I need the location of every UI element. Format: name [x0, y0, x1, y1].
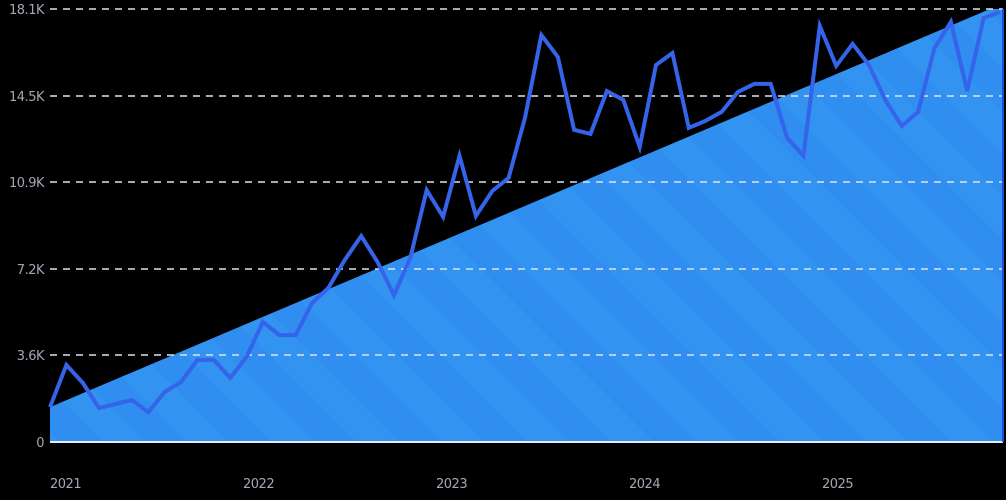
value-line — [48, 10, 1001, 415]
grid-lines — [50, 8, 1003, 356]
y-tick-label: 3.6K — [17, 349, 45, 364]
x-axis-ticks: 2021 2022 2023 2024 2025 — [50, 477, 854, 492]
data-line — [48, 10, 1001, 415]
y-axis-ticks: 0 3.6K 7.2K 10.9K 14.5K 18.1K — [9, 3, 45, 451]
x-tick-label: 2024 — [629, 477, 660, 492]
x-tick-label: 2023 — [436, 477, 467, 492]
x-tick-label: 2025 — [822, 477, 853, 492]
y-tick-label: 14.5K — [9, 90, 45, 105]
y-tick-label: 18.1K — [9, 3, 45, 18]
area-fill — [50, 9, 1003, 442]
y-tick-label: 10.9K — [9, 176, 45, 191]
y-tick-label: 7.2K — [17, 263, 45, 278]
x-tick-label: 2022 — [243, 477, 274, 492]
y-tick-label: 0 — [36, 436, 44, 451]
x-tick-label: 2021 — [50, 477, 81, 492]
trend-area — [50, 9, 1003, 442]
